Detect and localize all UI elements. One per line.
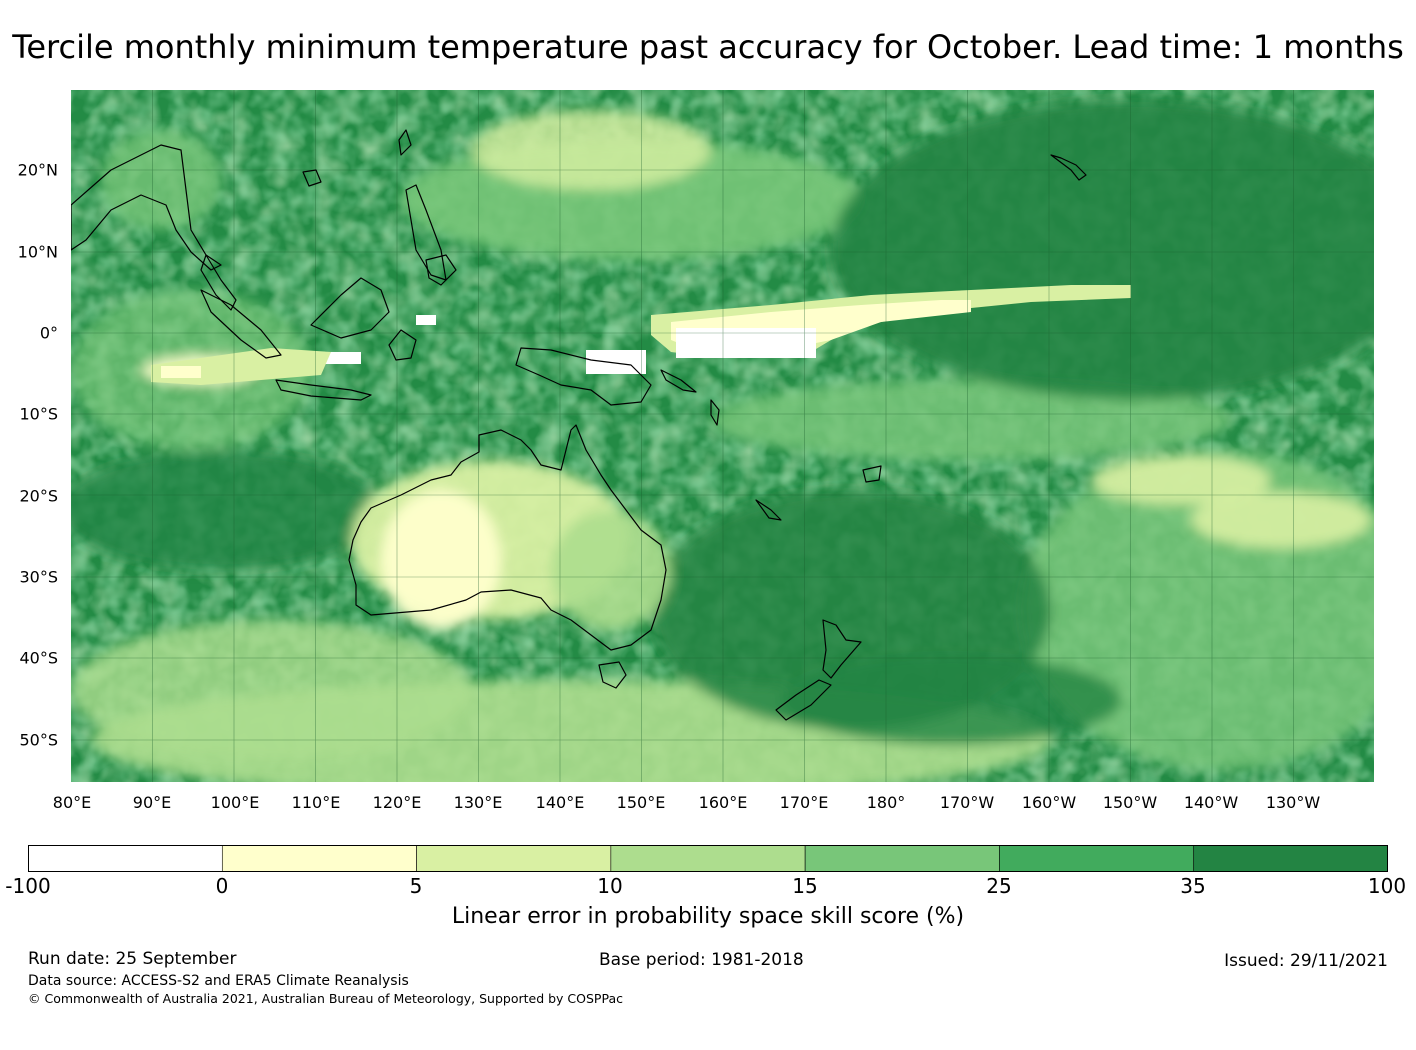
lon-label-170w: 170°W [939, 793, 995, 812]
lon-label-160e: 160°E [698, 793, 748, 812]
lat-label-10s: 10°S [19, 404, 58, 424]
chart-title: Tercile monthly minimum temperature past… [12, 28, 1404, 66]
lon-label-100e: 100°E [210, 793, 260, 812]
patch-china-coast [101, 130, 221, 230]
patch-sp-band-1 [1091, 455, 1271, 505]
lon-label-130e: 130°E [453, 793, 503, 812]
lon-label-80e: 80°E [52, 793, 92, 812]
lon-label-160w: 160°W [1021, 793, 1077, 812]
skill-patches [71, 100, 1374, 782]
coast-tasmania [598, 661, 627, 689]
white-block-3 [416, 315, 436, 325]
lon-label-150e: 150°E [616, 793, 666, 812]
lon-label-120e: 120°E [372, 793, 422, 812]
colorbar-tick-25: 25 [986, 874, 1012, 898]
colorbar-tick-0: 0 [215, 874, 229, 898]
skill-score-map [71, 90, 1374, 782]
patch-australia-west [381, 490, 501, 630]
patch-sp-band-2 [1191, 492, 1371, 548]
patch-tropical-band [711, 380, 1231, 460]
copyright: © Commonwealth of Australia 2021, Austra… [28, 991, 623, 1006]
coastlines [71, 129, 1087, 721]
colorbar-bin-25-to-35 [999, 845, 1195, 872]
patch-dark-tasman [781, 655, 1121, 745]
coast-hainan [302, 169, 322, 187]
base-period: Base period: 1981-2018 [599, 950, 804, 970]
coast-solomons [660, 369, 697, 393]
colorbar-title: Linear error in probability space skill … [451, 904, 965, 929]
coast-new-zealand-north [822, 619, 862, 679]
lon-label-140w: 140°W [1183, 793, 1239, 812]
colorbar-bin--100-to-0 [28, 845, 223, 872]
coast-sumatra [200, 289, 282, 359]
coast-borneo [310, 277, 390, 339]
colorbar-bin-10-to-15 [610, 845, 806, 872]
colorbar [28, 845, 1388, 872]
run-date: Run date: 25 September [28, 949, 237, 969]
lat-label-50s: 50°S [19, 730, 58, 750]
white-block-5 [161, 366, 201, 378]
coast-java [275, 379, 372, 401]
coast-malay-peninsula [200, 254, 237, 311]
patch-dark-pacific [831, 100, 1374, 400]
colorbar-bin-35-to-100 [1193, 845, 1388, 872]
coast-fiji [862, 465, 882, 483]
coast-taiwan [398, 129, 412, 156]
patch-dark-indian [71, 450, 381, 570]
patch-southern-ocean-2 [71, 620, 471, 760]
coast-new-caledonia [755, 499, 782, 521]
lat-label-40s: 40°S [19, 648, 58, 668]
lat-label-20s: 20°S [19, 486, 58, 506]
coast-australia [348, 424, 667, 651]
issued-date: Issued: 29/11/2021 [1224, 951, 1388, 971]
lat-label-30s: 30°S [19, 567, 58, 587]
lon-label-130w: 130°W [1265, 793, 1321, 812]
patch-australia-east [551, 510, 671, 630]
lat-label-10n: 10°N [17, 242, 58, 262]
coast-vanuatu [710, 399, 720, 426]
lat-label-20n: 20°N [17, 160, 58, 180]
lon-label-90e: 90°E [132, 793, 172, 812]
lon-label-110e: 110°E [291, 793, 341, 812]
coast-mindanao [425, 254, 457, 286]
lat-label-0: 0° [39, 323, 58, 343]
colorbar-tick-35: 35 [1180, 874, 1206, 898]
colorbar-tick-minus100: -100 [5, 874, 51, 898]
lon-label-180: 180° [866, 793, 906, 812]
coast-new-guinea [515, 347, 652, 406]
colorbar-tick-100: 100 [1367, 874, 1407, 898]
colorbar-tick-5: 5 [409, 874, 423, 898]
white-block-1 [676, 328, 816, 358]
lon-label-150w: 150°W [1102, 793, 1158, 812]
colorbar-bin-5-to-10 [416, 845, 612, 872]
coast-hawaii [1050, 154, 1087, 181]
colorbar-bin-0-to-5 [221, 845, 417, 872]
colorbar-bin-15-to-25 [804, 845, 1000, 872]
coast-sulawesi [388, 329, 417, 361]
colorbar-tick-15: 15 [792, 874, 818, 898]
data-source: Data source: ACCESS-S2 and ERA5 Climate … [28, 973, 409, 989]
patch-philippine-sea [471, 110, 711, 190]
coast-indochina [71, 144, 222, 271]
coast-new-zealand-south [775, 679, 832, 721]
lon-label-140e: 140°E [535, 793, 585, 812]
lon-label-170e: 170°E [779, 793, 829, 812]
colorbar-tick-10: 10 [597, 874, 623, 898]
